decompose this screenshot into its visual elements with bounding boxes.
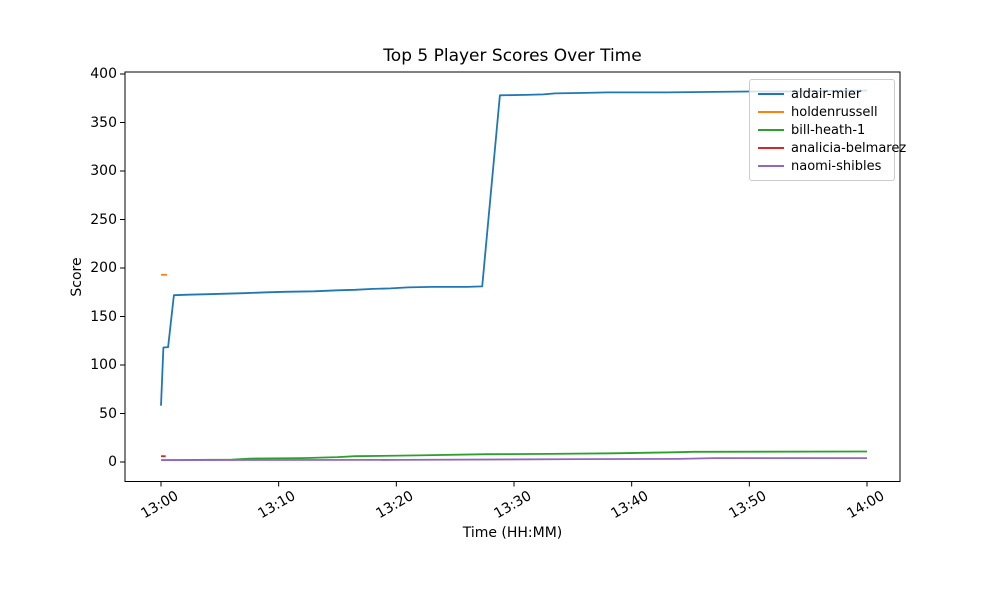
legend-label: naomi-shibles [791, 158, 882, 174]
legend-entry-aldair-mier: aldair-mier [758, 85, 886, 103]
legend-entry-naomi-shibles: naomi-shibles [758, 157, 886, 175]
legend-label: analicia-belmarez [791, 140, 907, 156]
legend-label: holdenrussell [791, 104, 878, 120]
legend-label: aldair-mier [791, 86, 862, 102]
legend-line-swatch-icon [758, 129, 784, 131]
legend-line-swatch-icon [758, 111, 784, 113]
legend-entry-analicia-belmarez: analicia-belmarez [758, 139, 906, 157]
legend-line-swatch-icon [758, 93, 784, 95]
series-line-naomi-shibles [160, 457, 867, 462]
plot-frame [124, 71, 901, 482]
legend: aldair-mier holdenrussell bill-heath-1 anal… [749, 79, 906, 181]
legend-line-swatch-icon [758, 165, 784, 167]
legend-entry-holdenrussell: holdenrussell [758, 103, 886, 121]
legend-line-swatch-icon [758, 147, 784, 149]
legend-label: bill-heath-1 [791, 122, 866, 138]
legend-entry-bill-heath-1: bill-heath-1 [758, 121, 886, 139]
series-line-aldair-mier [160, 89, 868, 406]
series-line-bill-heath-1 [160, 450, 868, 461]
